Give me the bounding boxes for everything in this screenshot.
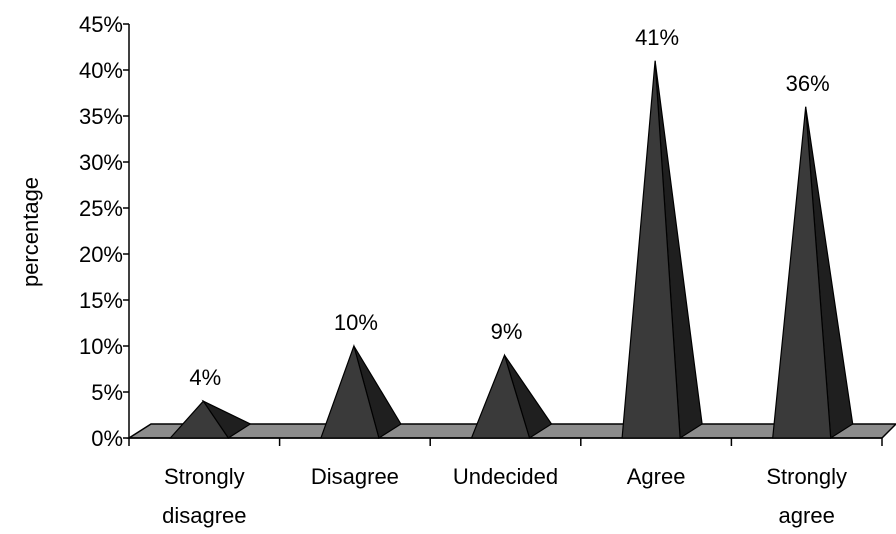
x-category-label: Strongly	[164, 464, 245, 489]
y-tick-label: 40%	[79, 58, 123, 83]
y-tick-label: 35%	[79, 104, 123, 129]
pyramid-bar	[621, 60, 703, 440]
pyramid-bar	[470, 353, 553, 439]
x-category-label: Undecided	[453, 464, 558, 489]
y-tick-label: 10%	[79, 334, 123, 359]
y-axis-title: percentage	[18, 177, 43, 287]
pyramid-front-face	[168, 400, 230, 439]
pyramid-front-face	[772, 106, 832, 439]
x-category-label: disagree	[162, 503, 246, 528]
y-tick-label: 30%	[79, 150, 123, 175]
y-tick-label: 20%	[79, 242, 123, 267]
pyramid-front-face	[470, 353, 531, 439]
pyramid-front-face	[320, 344, 380, 439]
y-tick-label: 25%	[79, 196, 123, 221]
data-label: 36%	[786, 71, 830, 96]
x-category-label: Disagree	[311, 464, 399, 489]
y-tick-label: 15%	[79, 288, 123, 313]
data-label: 4%	[189, 365, 221, 390]
y-tick-label: 45%	[79, 12, 123, 37]
x-category-label: Agree	[627, 464, 686, 489]
y-tick-label: 0%	[91, 426, 123, 451]
pyramid-bar	[772, 106, 854, 440]
data-label: 10%	[334, 310, 378, 335]
data-label: 41%	[635, 25, 679, 50]
x-category-label: Strongly	[766, 464, 847, 489]
pyramid-bar	[168, 399, 252, 439]
pyramid-bar	[320, 344, 402, 439]
pyramid-front-face	[621, 60, 681, 439]
y-tick-label: 5%	[91, 380, 123, 405]
x-category-label: agree	[779, 503, 835, 528]
data-label: 9%	[491, 319, 523, 344]
